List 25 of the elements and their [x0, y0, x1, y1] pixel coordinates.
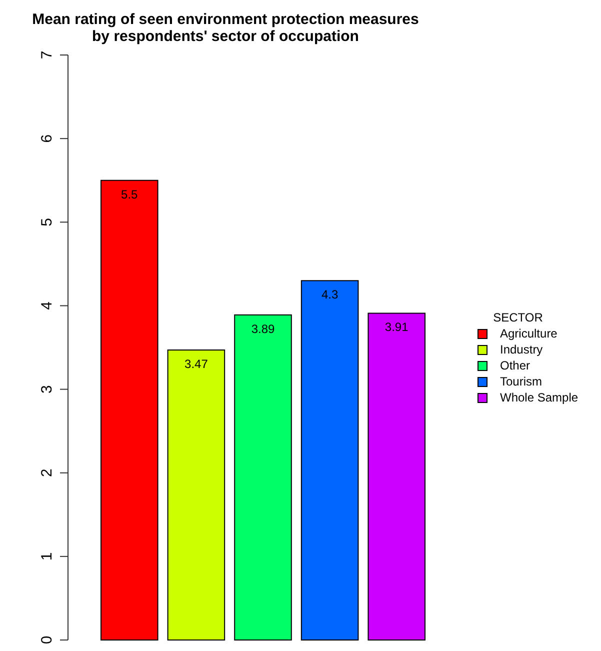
- bar: [368, 312, 426, 640]
- y-tick-label: 1: [38, 552, 56, 561]
- y-tick-label: 2: [38, 468, 56, 478]
- y-tick-label: 0: [38, 636, 56, 644]
- y-tick-label: 7: [38, 50, 56, 60]
- bar: [100, 180, 158, 640]
- y-tick-label: 4: [38, 302, 56, 310]
- chart-title: Mean rating of seen environment protection measures by respondents' sector of occupation: [32, 11, 419, 45]
- y-tick-label: 5: [38, 218, 56, 226]
- legend-label: Industry: [500, 342, 543, 356]
- legend-title: SECTOR: [493, 310, 544, 324]
- bar: [234, 314, 292, 640]
- data-label: 4.3: [321, 288, 338, 302]
- legend-label: Agriculture: [500, 326, 558, 340]
- legend-label: Other: [500, 358, 530, 372]
- y-tick-label: 3: [38, 385, 56, 394]
- legend-label: Whole Sample: [500, 390, 578, 404]
- bar: [167, 350, 226, 640]
- bar: [300, 280, 359, 640]
- data-label: 3.47: [184, 357, 208, 372]
- data-label: 3.91: [384, 320, 409, 334]
- data-label: 5.5: [121, 187, 138, 202]
- y-tick-label: 6: [38, 134, 56, 143]
- data-label: 3.89: [251, 322, 275, 336]
- legend-label: Tourism: [500, 374, 542, 388]
